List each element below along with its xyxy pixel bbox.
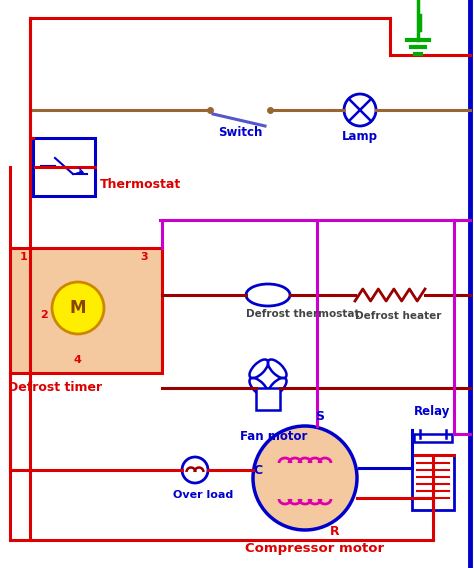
Text: Over load: Over load	[173, 490, 233, 500]
Text: Defrost thermostat: Defrost thermostat	[246, 309, 359, 319]
Bar	[414, 434, 452, 442]
Text: M: M	[70, 299, 86, 317]
Text: Fan motor: Fan motor	[240, 430, 307, 443]
Bar	[33, 138, 95, 196]
Text: Lamp: Lamp	[342, 130, 378, 143]
Text: 3: 3	[140, 252, 147, 262]
Text: 1: 1	[20, 252, 28, 262]
Text: Defrost heater: Defrost heater	[355, 311, 441, 321]
Text: R: R	[330, 525, 340, 538]
Text: Compressor motor: Compressor motor	[245, 542, 384, 555]
Circle shape	[52, 282, 104, 334]
Text: Switch: Switch	[218, 126, 262, 139]
Bar	[256, 388, 280, 410]
Text: C: C	[253, 464, 262, 477]
Text: 4: 4	[73, 355, 81, 365]
Text: Defrost timer: Defrost timer	[8, 381, 102, 394]
Text: Thermostat: Thermostat	[100, 178, 181, 191]
Bar	[10, 248, 162, 373]
Text: Relay: Relay	[414, 405, 450, 418]
Circle shape	[253, 426, 357, 530]
Bar	[412, 455, 454, 510]
Text: 2: 2	[40, 310, 48, 320]
Text: S: S	[315, 410, 324, 423]
